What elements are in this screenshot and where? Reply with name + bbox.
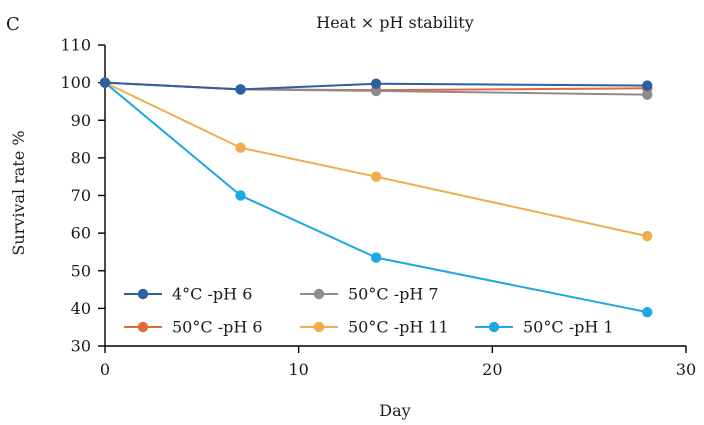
y-tick-label: 30 [71,337,91,356]
data-point [99,77,111,88]
y-axis-label: Survival rate % [9,130,28,255]
legend-item: 50°C -pH 11 [300,318,449,337]
series-line [104,81,648,91]
data-point [642,230,653,242]
data-point [235,190,246,201]
series-0 [99,77,653,95]
y-tick-label: 110 [60,36,91,55]
legend-marker [313,321,325,333]
x-tick-label: 0 [100,360,110,379]
y-tick-label: 70 [71,186,91,205]
legend-label: 50°C -pH 7 [348,285,439,304]
legend-marker [137,288,149,300]
legend-item: 4°C -pH 6 [124,285,252,304]
panel-label: C [6,14,20,35]
legend-item: 50°C -pH 1 [475,318,614,337]
y-tick-label: 50 [71,261,91,280]
y-tick-label: 40 [71,299,91,318]
y-tick-label: 80 [71,148,91,167]
x-axis-label: Day [379,401,410,420]
series-layer [99,77,653,318]
legend: 4°C -pH 6 50°C -pH 7 50°C -pH 6 50°C -pH 11… [124,285,614,337]
x-tick-label: 10 [288,360,308,379]
y-tick-label: 100 [60,73,91,92]
data-point [235,142,246,153]
x-tick-label: 20 [482,360,502,379]
legend-item: 50°C -pH 7 [300,285,439,304]
data-point [642,89,653,100]
data-point [642,306,653,318]
chart-title: Heat × pH stability [316,13,474,32]
data-point [370,252,382,263]
series-line [104,81,648,314]
data-point [370,171,382,182]
data-point [370,78,382,89]
data-point [235,84,246,95]
axes: 30 40 50 60 70 80 90 100 110 0 10 20 30 [60,36,696,380]
x-tick-label: 30 [676,360,696,379]
legend-marker [488,321,500,333]
legend-marker [313,288,325,300]
data-point [370,85,382,97]
data-point [642,80,653,91]
y-tick-label: 60 [71,224,91,243]
legend-label: 4°C -pH 6 [172,285,252,304]
series-4 [99,77,653,318]
legend-item: 50°C -pH 6 [124,318,263,337]
series-3 [99,77,653,242]
legend-marker [137,321,149,333]
legend-label: 50°C -pH 6 [172,318,263,337]
legend-label: 50°C -pH 1 [523,318,614,337]
y-tick-label: 90 [71,111,91,130]
legend-label: 50°C -pH 11 [348,318,449,337]
series-line [104,81,648,238]
